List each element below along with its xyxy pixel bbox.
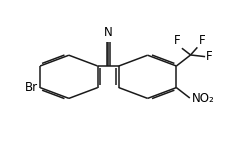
Text: F: F [174,34,181,47]
Text: Br: Br [25,81,38,94]
Text: N: N [104,26,113,39]
Text: F: F [206,50,213,63]
Text: NO₂: NO₂ [192,92,215,104]
Text: F: F [199,34,205,47]
